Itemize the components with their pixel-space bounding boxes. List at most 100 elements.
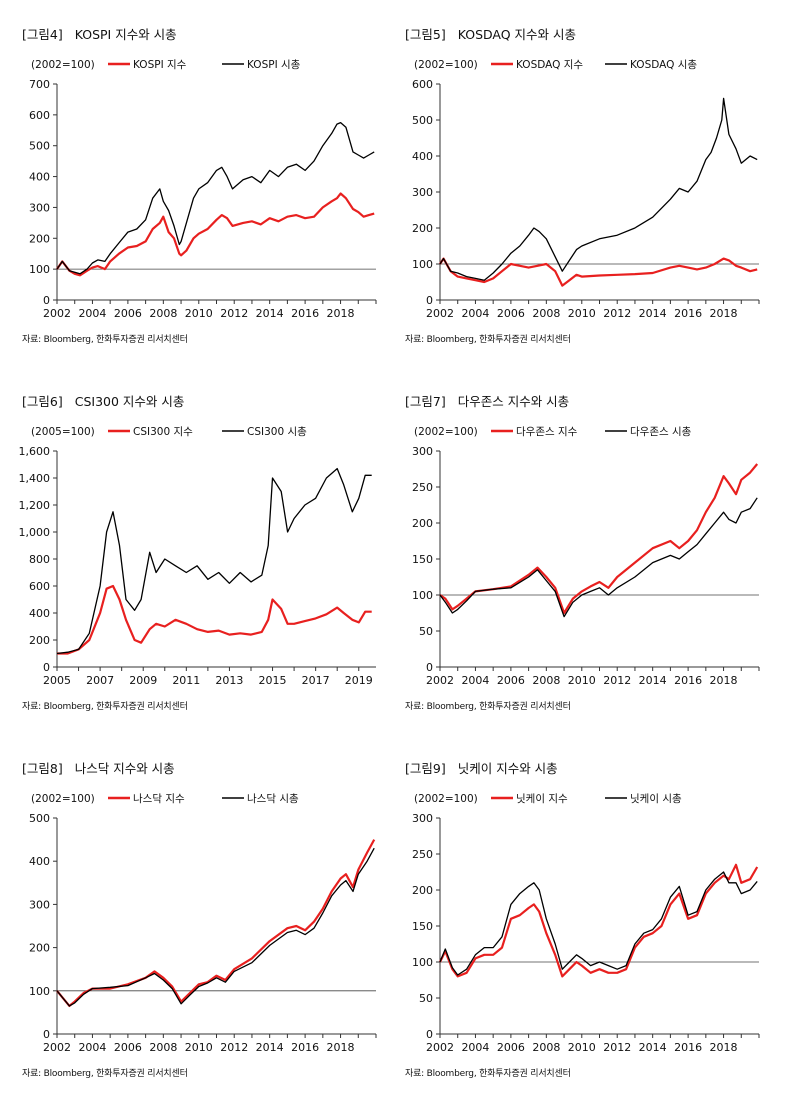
x-tick-label: 2005 bbox=[43, 674, 71, 687]
legend-label: 다우존스 지수 bbox=[516, 426, 578, 438]
unit-label: (2005=100) bbox=[31, 426, 95, 438]
figure-label: [그림5] bbox=[405, 27, 446, 42]
unit-label: (2002=100) bbox=[414, 426, 478, 438]
chart-title: [그림6] CSI300 지수와 시총 bbox=[22, 391, 184, 410]
chart-svg: (2002=100) 0 100 200 300 400 500 2002 2004 2006 20… bbox=[29, 793, 377, 1054]
series-cap-line bbox=[439, 871, 758, 976]
x-tick-label: 2008 bbox=[532, 674, 560, 687]
chart-source: 자료: Bloomberg, 한화투자증권 리서치센터 bbox=[22, 1069, 188, 1079]
y-tick-label: 400 bbox=[29, 607, 50, 620]
legend-label: KOSPI 지수 bbox=[133, 59, 187, 71]
legend-label: 닛케이 지수 bbox=[516, 793, 568, 805]
chart-title: [그림8] 나스닥 지수와 시총 bbox=[22, 758, 175, 777]
x-tick-label: 2014 bbox=[256, 307, 284, 320]
x-tick-label: 2010 bbox=[568, 674, 596, 687]
x-tick-label: 2019 bbox=[345, 674, 373, 687]
chart-panel-dowjones: [그림7] 다우존스 지수와 시총 (2002=100) 0 50 100 150 200 25… bbox=[403, 391, 793, 741]
y-tick-label: 150 bbox=[412, 553, 433, 566]
y-tick-label: 500 bbox=[412, 114, 433, 127]
y-tick-label: 400 bbox=[29, 171, 50, 184]
legend-label: KOSDAQ 시총 bbox=[630, 59, 697, 71]
chart-panel-nasdaq: [그림8] 나스닥 지수와 시총 (2002=100) 0 100 200 300 400 50… bbox=[20, 758, 410, 1108]
legend-label: 나스닥 지수 bbox=[133, 793, 185, 805]
x-tick-label: 2014 bbox=[639, 307, 667, 320]
x-tick-label: 2004 bbox=[78, 307, 106, 320]
x-tick-label: 2006 bbox=[114, 1041, 142, 1054]
chart-source: 자료: Bloomberg, 한화투자증권 리서치센터 bbox=[22, 335, 188, 345]
x-tick-label: 2012 bbox=[603, 307, 631, 320]
y-tick-label: 200 bbox=[29, 634, 50, 647]
chart-title: [그림9] 닛케이 지수와 시총 bbox=[405, 758, 558, 777]
x-tick-label: 2006 bbox=[497, 674, 525, 687]
y-tick-label: 800 bbox=[29, 553, 50, 566]
figure-label: [그림7] bbox=[405, 394, 446, 409]
x-tick-label: 2016 bbox=[291, 1041, 319, 1054]
x-tick-label: 2015 bbox=[259, 674, 287, 687]
y-tick-label: 200 bbox=[412, 517, 433, 530]
y-tick-label: 100 bbox=[29, 263, 50, 276]
y-tick-label: 600 bbox=[29, 580, 50, 593]
figure-label: [그림4] bbox=[22, 27, 63, 42]
y-tick-label: 100 bbox=[412, 589, 433, 602]
chart-panel-kosdaq: [그림5] KOSDAQ 지수와 시총 (2002=100) 0 100 200 300 40… bbox=[403, 24, 793, 374]
legend-label: 나스닥 시총 bbox=[247, 793, 299, 805]
x-tick-label: 2009 bbox=[129, 674, 157, 687]
x-tick-label: 2008 bbox=[149, 307, 177, 320]
figure-title: 나스닥 지수와 시총 bbox=[74, 761, 175, 776]
y-tick-label: 300 bbox=[412, 445, 433, 458]
unit-label: (2002=100) bbox=[414, 793, 478, 805]
unit-label: (2002=100) bbox=[31, 59, 95, 71]
x-tick-label: 2004 bbox=[78, 1041, 106, 1054]
x-tick-label: 2011 bbox=[172, 674, 200, 687]
chart-panel-kospi: [그림4] KOSPI 지수와 시총 (2002=100) 0 100 200 300 400… bbox=[20, 24, 410, 374]
y-tick-label: 200 bbox=[29, 942, 50, 955]
figure-title: KOSPI 지수와 시총 bbox=[74, 27, 177, 42]
chart-source: 자료: Bloomberg, 한화투자증권 리서치센터 bbox=[405, 1069, 571, 1079]
y-tick-label: 1,000 bbox=[19, 526, 51, 539]
y-tick-label: 1,400 bbox=[19, 472, 51, 485]
x-tick-label: 2004 bbox=[461, 307, 489, 320]
series-cap-line bbox=[439, 97, 758, 281]
chart-title: [그림5] KOSDAQ 지수와 시총 bbox=[405, 24, 576, 43]
chart-svg: (2005=100) 0 200 400 600 800 1,000 1,200 1,400 1,… bbox=[19, 426, 376, 687]
y-tick-label: 300 bbox=[412, 812, 433, 825]
y-tick-label: 500 bbox=[29, 140, 50, 153]
x-tick-label: 2008 bbox=[149, 1041, 177, 1054]
x-tick-label: 2012 bbox=[603, 674, 631, 687]
chart-source: 자료: Bloomberg, 한화투자증권 리서치센터 bbox=[405, 335, 571, 345]
series-index-line bbox=[439, 463, 759, 615]
y-tick-label: 300 bbox=[29, 898, 50, 911]
y-tick-label: 150 bbox=[412, 920, 433, 933]
series-cap-line bbox=[56, 121, 375, 275]
x-tick-label: 2014 bbox=[256, 1041, 284, 1054]
figure-label: [그림8] bbox=[22, 761, 63, 776]
figure-label: [그림9] bbox=[405, 761, 446, 776]
x-tick-label: 2017 bbox=[302, 674, 330, 687]
x-tick-label: 2006 bbox=[497, 1041, 525, 1054]
legend-label: 닛케이 시총 bbox=[630, 793, 682, 805]
x-tick-label: 2007 bbox=[86, 674, 114, 687]
y-tick-label: 0 bbox=[43, 1028, 50, 1041]
x-tick-label: 2002 bbox=[43, 1041, 71, 1054]
x-tick-label: 2014 bbox=[639, 1041, 667, 1054]
chart-source: 자료: Bloomberg, 한화투자증권 리서치센터 bbox=[405, 702, 571, 712]
x-tick-label: 2010 bbox=[185, 307, 213, 320]
y-tick-label: 250 bbox=[412, 848, 433, 861]
chart-svg: (2002=100) 0 100 200 300 400 500 600 700 2002 2004… bbox=[29, 59, 377, 320]
series-index-line bbox=[439, 257, 758, 287]
x-tick-label: 2016 bbox=[291, 307, 319, 320]
x-tick-label: 2018 bbox=[327, 1041, 355, 1054]
figure-title: 다우존스 지수와 시총 bbox=[457, 394, 570, 409]
y-tick-label: 100 bbox=[412, 258, 433, 271]
legend-label: 다우존스 시총 bbox=[630, 426, 692, 438]
x-tick-label: 2018 bbox=[710, 307, 738, 320]
series-index-line bbox=[439, 863, 759, 978]
x-tick-label: 2012 bbox=[603, 1041, 631, 1054]
y-tick-label: 50 bbox=[419, 992, 433, 1005]
series-index-line bbox=[57, 584, 372, 655]
y-tick-label: 300 bbox=[412, 186, 433, 199]
series-index-line bbox=[56, 192, 375, 277]
x-tick-label: 2008 bbox=[532, 307, 560, 320]
chart-title: [그림7] 다우존스 지수와 시총 bbox=[405, 391, 569, 410]
y-tick-label: 400 bbox=[412, 150, 433, 163]
